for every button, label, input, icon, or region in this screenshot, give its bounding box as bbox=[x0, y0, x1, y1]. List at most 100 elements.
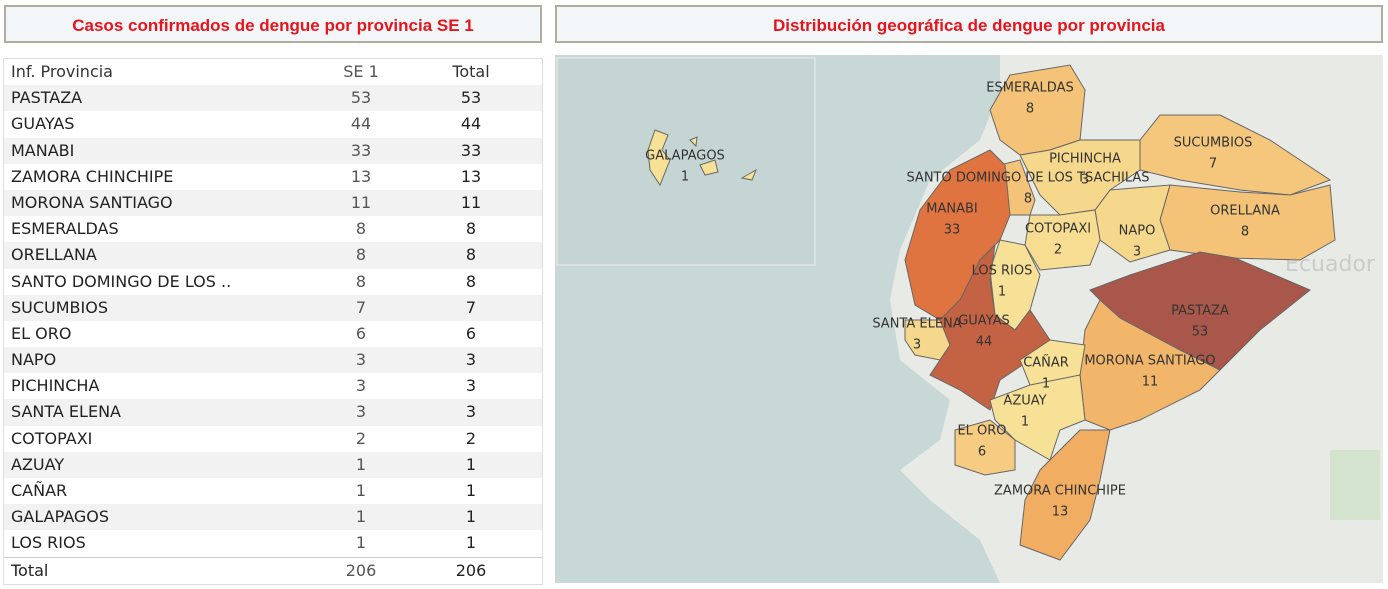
province-value: 1 bbox=[1042, 377, 1050, 392]
table-cell: 6 bbox=[311, 321, 411, 347]
province-value: 8 bbox=[1026, 102, 1034, 117]
table-cell: 1 bbox=[411, 452, 531, 478]
province-label: GUAYAS bbox=[958, 314, 1010, 329]
table-row: MORONA SANTIAGO1111 bbox=[4, 190, 542, 216]
table-cell: PICHINCHA bbox=[4, 373, 311, 399]
table-cell: COTOPAXI bbox=[4, 426, 311, 452]
table-cell: 11 bbox=[311, 190, 411, 216]
province-label: SANTA ELENA bbox=[872, 317, 961, 332]
province-label: ORELLANA bbox=[1210, 204, 1280, 219]
table-cell: ORELLANA bbox=[4, 242, 311, 268]
table-cell: NAPO bbox=[4, 347, 311, 373]
table-cell: 8 bbox=[411, 269, 531, 295]
province-label: AZUAY bbox=[1003, 394, 1046, 409]
header-cell: SE 1 bbox=[311, 59, 411, 85]
province-label: GALAPAGOS bbox=[645, 149, 725, 164]
table-cell: 8 bbox=[411, 242, 531, 268]
table-cell: 1 bbox=[411, 504, 531, 530]
province-label: NAPO bbox=[1119, 224, 1156, 239]
table-cell: MANABI bbox=[4, 138, 311, 164]
table-cell: 3 bbox=[311, 373, 411, 399]
table-cell: 33 bbox=[311, 138, 411, 164]
table-cell: MORONA SANTIAGO bbox=[4, 190, 311, 216]
province-label: SANTO DOMINGO DE LOS TSACHILAS bbox=[906, 171, 1149, 186]
province-label: EL ORO bbox=[957, 424, 1006, 439]
province-value: 3 bbox=[1133, 245, 1141, 260]
table-cell: 1 bbox=[311, 530, 411, 556]
table-cell: 53 bbox=[311, 85, 411, 111]
table-cell: 3 bbox=[411, 399, 531, 425]
table-cell: 53 bbox=[411, 85, 531, 111]
table-cell: LOS RIOS bbox=[4, 530, 311, 556]
table-cell: 8 bbox=[311, 216, 411, 242]
table-cell: SANTA ELENA bbox=[4, 399, 311, 425]
table-cell: 206 bbox=[411, 558, 531, 584]
table-cell: 8 bbox=[311, 242, 411, 268]
table-cell: 3 bbox=[311, 347, 411, 373]
table-cell: 1 bbox=[311, 452, 411, 478]
table-cell: 1 bbox=[311, 478, 411, 504]
province-value: 33 bbox=[944, 223, 961, 238]
province-label: COTOPAXI bbox=[1025, 222, 1091, 237]
dashboard: Casos confirmados de dengue por provinci… bbox=[0, 0, 1388, 589]
province bbox=[1025, 210, 1100, 270]
table-cell: 1 bbox=[411, 478, 531, 504]
province-label: MORONA SANTIAGO bbox=[1084, 354, 1215, 369]
province-value: 53 bbox=[1192, 325, 1209, 340]
map: Ecuador ESMERALDAS8SUCUMBIOS7ORELLANA8NA… bbox=[555, 55, 1383, 583]
table-cell: 1 bbox=[411, 530, 531, 556]
province-label: ESMERALDAS bbox=[986, 81, 1073, 96]
province-label: PICHINCHA bbox=[1049, 152, 1121, 167]
table-cell: AZUAY bbox=[4, 452, 311, 478]
province-value: 1 bbox=[998, 285, 1006, 300]
header-cell: Inf. Provincia bbox=[4, 59, 311, 85]
table-cell: 44 bbox=[411, 111, 531, 137]
table-row: ESMERALDAS88 bbox=[4, 216, 542, 242]
table-cell: 6 bbox=[411, 321, 531, 347]
province-value: 3 bbox=[913, 338, 921, 353]
province-label: MANABI bbox=[926, 202, 977, 217]
province-value: 13 bbox=[1052, 505, 1069, 520]
table-cell: 1 bbox=[311, 504, 411, 530]
table-row: PASTAZA5353 bbox=[4, 85, 542, 111]
table-cell: PASTAZA bbox=[4, 85, 311, 111]
table-cell: 7 bbox=[311, 295, 411, 321]
province-value: 2 bbox=[1054, 243, 1062, 258]
table: Inf. Provincia SE 1 Total PASTAZA5353GUA… bbox=[3, 58, 543, 585]
table-cell: 7 bbox=[411, 295, 531, 321]
table-cell: 13 bbox=[311, 164, 411, 190]
table-cell: GALAPAGOS bbox=[4, 504, 311, 530]
table-cell: 2 bbox=[311, 426, 411, 452]
table-cell: Total bbox=[4, 558, 311, 584]
header-row: Inf. Provincia SE 1 Total bbox=[4, 59, 542, 85]
province-value: 11 bbox=[1142, 375, 1159, 390]
province-value: 8 bbox=[1024, 192, 1032, 207]
province-label: CAÑAR bbox=[1023, 355, 1069, 371]
table-cell: SUCUMBIOS bbox=[4, 295, 311, 321]
table-cell: 3 bbox=[311, 399, 411, 425]
park bbox=[1330, 450, 1380, 520]
province-value: 8 bbox=[1241, 225, 1249, 240]
table-cell: 3 bbox=[411, 373, 531, 399]
table-cell: 8 bbox=[411, 216, 531, 242]
table-cell: CAÑAR bbox=[4, 478, 311, 504]
province-value: 1 bbox=[1021, 415, 1029, 430]
table-cell: 3 bbox=[411, 347, 531, 373]
table-cell: 206 bbox=[311, 558, 411, 584]
table-title: Casos confirmados de dengue por provinci… bbox=[4, 5, 542, 43]
map-title: Distribución geográfica de dengue por pr… bbox=[555, 5, 1383, 43]
header-cell: Total bbox=[411, 59, 531, 85]
